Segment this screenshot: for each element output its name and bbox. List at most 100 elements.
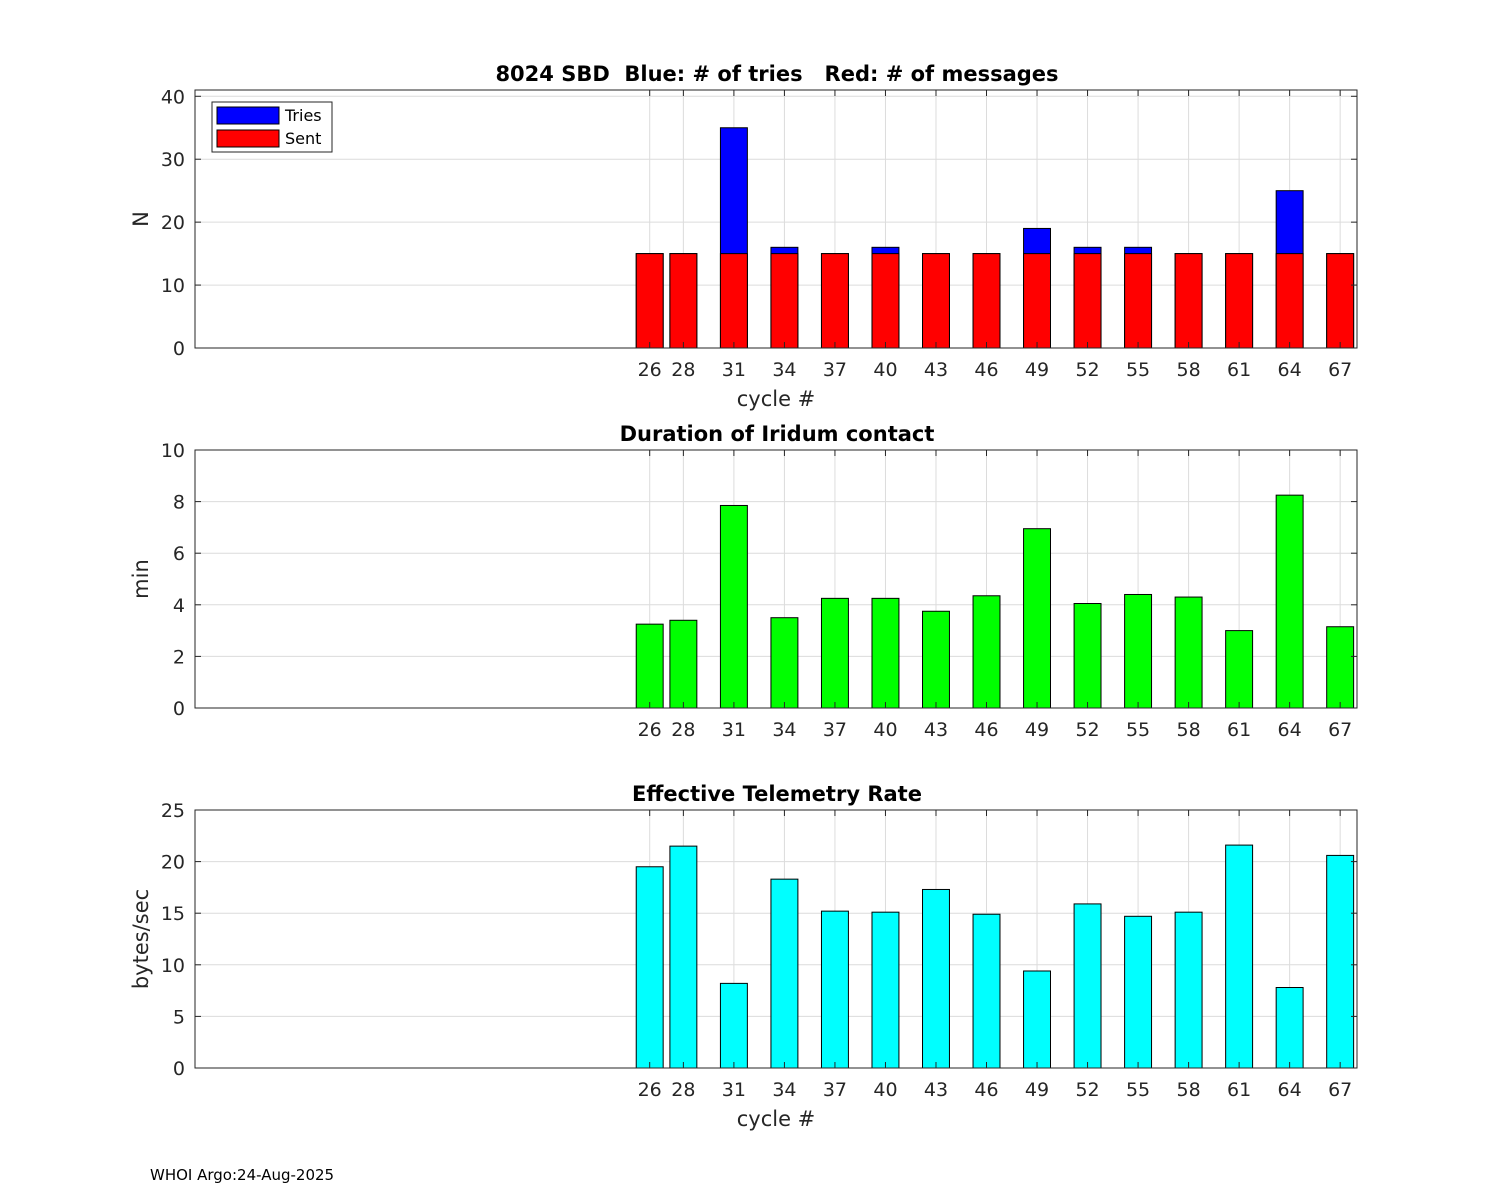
bar-sent-cycle-52 [1073, 253, 1102, 349]
bar-cycle-52 [1073, 903, 1102, 1069]
axes-box [194, 89, 1358, 349]
x-tick-label: 61 [1227, 1079, 1251, 1101]
bar-cycle-67 [1326, 854, 1355, 1069]
x-tick-label: 55 [1126, 1079, 1150, 1101]
bar-sent-cycle-40 [871, 253, 900, 349]
chart-1: 26 28 31 34 37 40 43 46 49 52 55 58 61 64 67 0 10 20 30 40 8… [129, 62, 1358, 411]
footer-label: WHOI Argo: [150, 1166, 238, 1184]
x-tick-label: 31 [722, 719, 746, 741]
x-tick-label: 43 [924, 359, 948, 381]
y-tick-label: 0 [173, 338, 185, 360]
x-tick-label: 64 [1278, 1079, 1302, 1101]
footer-stamp: WHOI Argo:24-Aug-2025 [150, 1166, 334, 1184]
legend-swatch-tries [216, 106, 280, 125]
y-tick-label: 10 [161, 440, 185, 462]
x-tick-label: 58 [1177, 1079, 1201, 1101]
x-tick-label: 49 [1025, 1079, 1049, 1101]
x-tick-label: 52 [1075, 1079, 1099, 1101]
x-tick-label: 61 [1227, 359, 1251, 381]
bar-cycle-49 [1023, 970, 1052, 1069]
legend-label-tries: Tries [284, 106, 322, 125]
bar-cycle-46 [972, 913, 1001, 1069]
bar-cycle-31 [719, 982, 748, 1069]
y-tick-label: 30 [161, 149, 185, 171]
bar-cycle-43 [922, 888, 950, 1069]
legend: Tries Sent [211, 101, 333, 153]
x-tick-label: 52 [1075, 359, 1099, 381]
bar-cycle-26 [635, 866, 664, 1069]
bar-sent-cycle-26 [635, 253, 664, 349]
bar-cycle-61 [1225, 844, 1254, 1069]
x-tick-label: 26 [638, 719, 662, 741]
x-axis-label: cycle # [737, 1107, 816, 1131]
x-tick-label: 31 [722, 359, 746, 381]
bar-cycle-52 [1073, 603, 1102, 709]
bar-cycle-34 [770, 617, 799, 709]
x-tick-label: 37 [823, 1079, 847, 1101]
x-tick-label: 43 [924, 1079, 948, 1101]
bar-sent-cycle-37 [820, 253, 849, 349]
footer-date: 24-Aug-2025 [237, 1166, 335, 1184]
y-tick-label: 4 [173, 595, 185, 617]
x-axis-label: cycle # [737, 387, 816, 411]
bar-cycle-26 [635, 623, 664, 709]
x-tick-label: 64 [1278, 719, 1302, 741]
x-tick-label: 46 [974, 719, 998, 741]
bar-sent-cycle-28 [669, 253, 698, 349]
x-tick-label: 28 [671, 719, 695, 741]
x-tick-label: 64 [1278, 359, 1302, 381]
x-tick-label: 46 [974, 1079, 998, 1101]
chart-title: Duration of Iridum contact [620, 422, 935, 446]
y-tick-label: 2 [173, 646, 185, 668]
x-tick-label: 58 [1177, 359, 1201, 381]
x-tick-label: 40 [873, 359, 897, 381]
legend-swatch-sent [216, 129, 280, 148]
y-tick-label: 15 [161, 903, 185, 925]
x-tick-label: 34 [772, 719, 796, 741]
y-tick-label: 10 [161, 955, 185, 977]
x-tick-label: 55 [1126, 359, 1150, 381]
x-tick-label: 49 [1025, 719, 1049, 741]
bar-sent-cycle-31 [719, 253, 748, 349]
x-tick-label: 28 [671, 1079, 695, 1101]
bar-cycle-61 [1225, 630, 1254, 709]
x-tick-label: 67 [1328, 719, 1352, 741]
y-tick-label: 25 [161, 800, 185, 822]
bar-sent-cycle-46 [972, 253, 1001, 349]
bar-sent-cycle-55 [1124, 253, 1153, 349]
x-tick-label: 34 [772, 359, 796, 381]
bar-sent-cycle-61 [1225, 253, 1254, 349]
y-axis-label: min [129, 559, 153, 599]
chart-title: Effective Telemetry Rate [632, 782, 922, 806]
bar-sent-cycle-43 [922, 253, 950, 349]
y-tick-label: 6 [173, 543, 185, 565]
x-tick-label: 52 [1075, 719, 1099, 741]
bar-sent-cycle-49 [1023, 253, 1052, 349]
x-tick-label: 37 [823, 359, 847, 381]
bar-sent-cycle-58 [1174, 253, 1203, 349]
bar-cycle-55 [1124, 915, 1153, 1069]
y-tick-label: 0 [173, 1058, 185, 1080]
chart-3: 26 28 31 34 37 40 43 46 49 52 55 58 61 64 67 0 5 10 15 20 25… [129, 782, 1358, 1131]
x-tick-label: 67 [1328, 1079, 1352, 1101]
x-tick-label: 40 [873, 1079, 897, 1101]
y-axis-label: bytes/sec [129, 889, 153, 989]
x-tick-label: 31 [722, 1079, 746, 1101]
bar-sent-cycle-67 [1326, 253, 1355, 349]
y-tick-label: 20 [161, 852, 185, 874]
bar-cycle-37 [820, 910, 849, 1069]
legend-label-sent: Sent [285, 129, 321, 148]
bar-cycle-49 [1023, 528, 1052, 709]
axes-box [194, 809, 1358, 1069]
x-tick-label: 55 [1126, 719, 1150, 741]
y-tick-label: 40 [161, 86, 185, 108]
bar-cycle-28 [669, 619, 698, 709]
bar-cycle-58 [1174, 596, 1203, 709]
bar-cycle-34 [770, 878, 799, 1069]
chart-title: 8024 SBD Blue: # of tries Red: # of mess… [495, 62, 1058, 86]
bar-cycle-43 [922, 610, 950, 709]
x-tick-label: 61 [1227, 719, 1251, 741]
bar-cycle-64 [1275, 987, 1304, 1069]
bar-cycle-67 [1326, 626, 1355, 709]
x-tick-label: 28 [671, 359, 695, 381]
